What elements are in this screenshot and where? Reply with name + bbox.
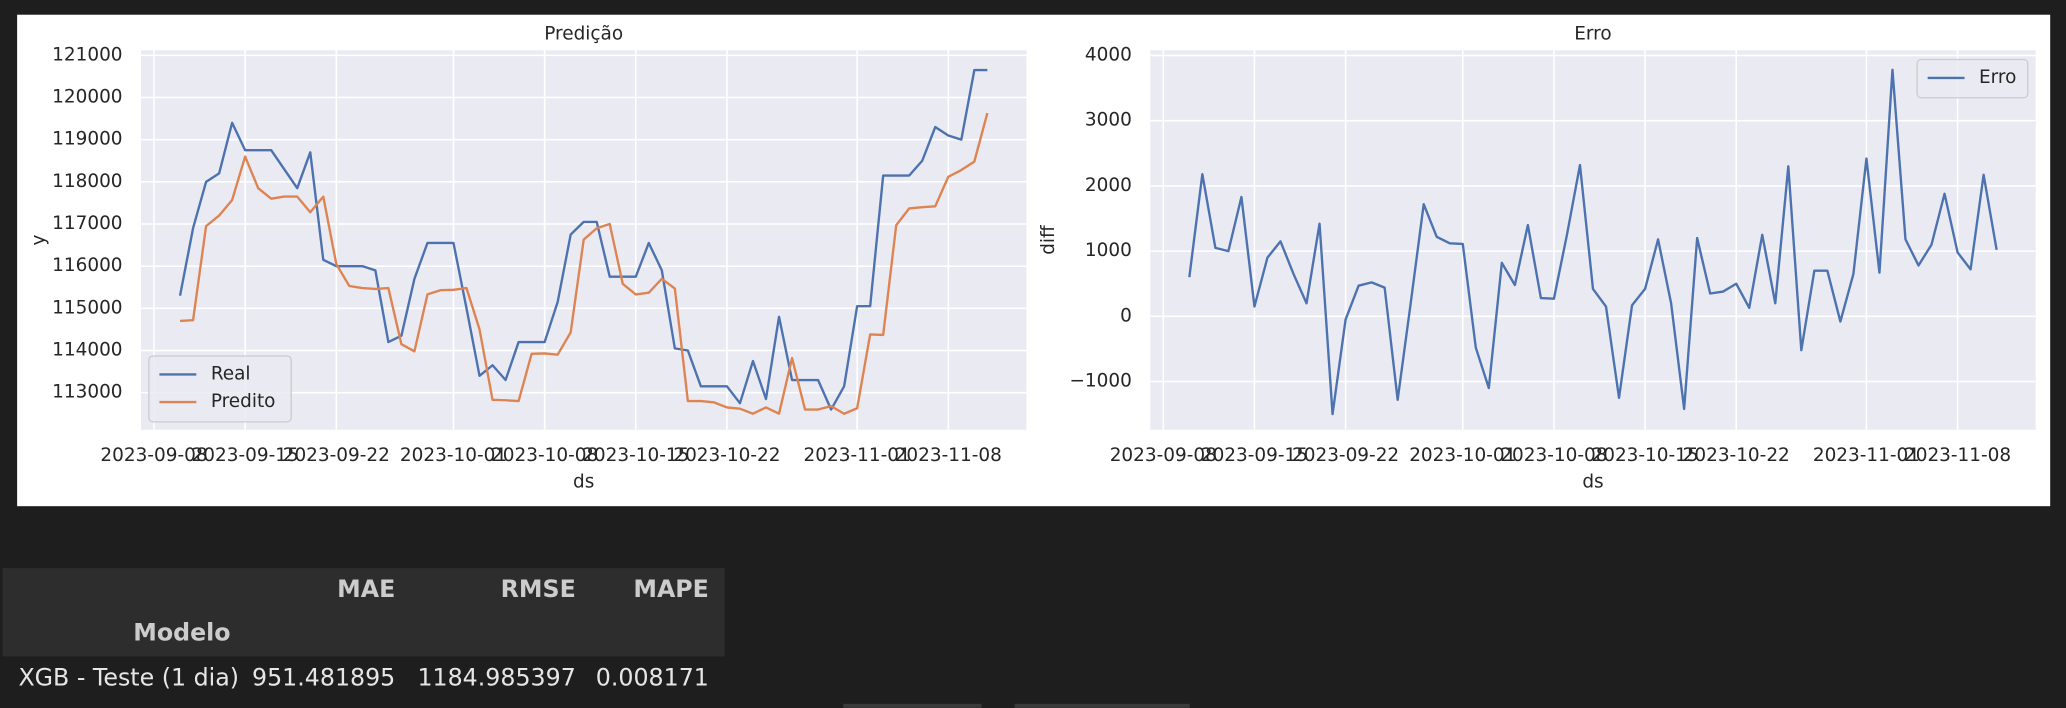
x-axis-label: ds <box>573 471 594 492</box>
x-tick-label: 2023-09-08 <box>100 445 207 466</box>
button-edge <box>1014 703 1190 708</box>
row-label: XGB - Teste (1 dia) <box>18 663 239 691</box>
y-tick-label: 117000 <box>52 213 122 234</box>
column-header: MAE <box>337 575 395 603</box>
y-tick-label: 116000 <box>52 255 122 276</box>
chart-title: Predição <box>544 23 623 44</box>
y-tick-label: 0 <box>1120 305 1132 326</box>
y-tick-label: 114000 <box>52 339 122 360</box>
index-name: Modelo <box>133 618 230 646</box>
y-tick-label: 119000 <box>52 129 122 150</box>
x-tick-label: 2023-09-08 <box>1110 445 1217 466</box>
y-tick-label: 3000 <box>1085 110 1132 131</box>
button-edge <box>843 703 982 708</box>
legend-box <box>1916 58 2029 99</box>
cell: 0.008171 <box>596 663 709 691</box>
x-tick-label: 2023-10-15 <box>582 445 689 466</box>
column-header: MAPE <box>633 575 708 603</box>
plot-area <box>1150 50 2036 430</box>
x-tick-label: 2023-10-01 <box>1409 445 1516 466</box>
y-tick-label: 113000 <box>52 382 122 403</box>
table-header <box>2 568 725 657</box>
legend-label: Erro <box>1979 67 2016 88</box>
x-tick-label: 2023-10-08 <box>1500 445 1607 466</box>
x-tick-label: 2023-10-22 <box>1683 445 1790 466</box>
legend-label: Real <box>211 363 251 384</box>
y-tick-label: −1000 <box>1069 371 1131 392</box>
legend-label: Predito <box>211 391 276 412</box>
y-tick-label: 4000 <box>1085 45 1132 66</box>
chart-title: Erro <box>1574 23 1611 44</box>
y-tick-label: 1000 <box>1085 240 1132 261</box>
y-axis-label: diff <box>1038 224 1059 255</box>
y-axis-label: y <box>29 234 50 245</box>
x-tick-label: 2023-09-15 <box>1201 445 1308 466</box>
table: MAE RMSE MAPE Modelo XGB - Teste (1 dia)… <box>18 575 708 691</box>
x-tick-label: 2023-11-08 <box>895 445 1002 466</box>
x-tick-label: 2023-09-22 <box>1292 445 1399 466</box>
cell: 951.481895 <box>252 663 395 691</box>
x-tick-label: 2023-10-15 <box>1591 445 1698 466</box>
column-header: RMSE <box>501 575 576 603</box>
x-tick-label: 2023-10-01 <box>400 445 507 466</box>
x-tick-label: 2023-11-01 <box>804 445 911 466</box>
cell: 1184.985397 <box>417 663 575 691</box>
line-series <box>179 112 989 415</box>
y-tick-label: 2000 <box>1085 175 1132 196</box>
legend-box <box>148 355 292 423</box>
y-tick-label: 121000 <box>52 44 122 65</box>
x-tick-label: 2023-09-15 <box>192 445 299 466</box>
y-tick-label: 118000 <box>52 171 122 192</box>
x-tick-label: 2023-10-22 <box>673 445 780 466</box>
x-tick-label: 2023-09-22 <box>283 445 390 466</box>
line-series <box>178 68 988 411</box>
x-tick-label: 2023-11-08 <box>1904 445 2011 466</box>
line-series <box>1188 68 1998 416</box>
y-tick-label: 120000 <box>52 87 122 108</box>
x-tick-label: 2023-11-01 <box>1813 445 1920 466</box>
y-tick-label: 115000 <box>52 297 122 318</box>
x-tick-label: 2023-10-08 <box>491 445 598 466</box>
x-axis-label: ds <box>1582 471 1603 492</box>
